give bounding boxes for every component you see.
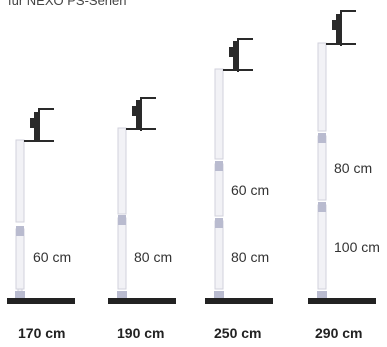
speaker-bracket-icon (326, 10, 356, 46)
speaker-bracket-icon (24, 108, 54, 142)
stand-170cm (7, 108, 75, 304)
extension-tube-60cm (15, 228, 25, 290)
extension-tube-80cm (214, 220, 224, 290)
speaker-bracket-icon (126, 97, 156, 131)
base-socket (317, 291, 327, 299)
stand-290cm (308, 10, 376, 304)
total-height-label: 190 cm (117, 325, 165, 341)
base-plate (7, 298, 75, 304)
base-plate (108, 298, 176, 304)
extension-tube-100cm (317, 204, 327, 290)
segment-label: 80 cm (334, 160, 373, 176)
tube-collar (318, 133, 326, 143)
upper-pole (214, 68, 224, 160)
tube-collar (118, 215, 126, 225)
header-caption: für NEXO PS-Serien (8, 0, 127, 8)
tube-collar (215, 218, 223, 228)
upper-pole (117, 127, 127, 215)
tube-collar (16, 226, 24, 236)
base-plate (205, 298, 273, 304)
base-socket (15, 291, 25, 299)
total-height-label: 250 cm (214, 325, 262, 341)
base-socket (117, 291, 127, 299)
upper-pole (317, 42, 327, 132)
segment-label: 100 cm (334, 239, 380, 255)
speaker-bracket-icon (223, 38, 253, 72)
extension-tube-60cm (214, 163, 224, 217)
base-socket (214, 291, 224, 299)
base-plate (308, 298, 376, 304)
total-height-label: 170 cm (18, 325, 66, 341)
extension-tube-80cm (317, 135, 327, 201)
segment-label: 80 cm (134, 249, 173, 265)
segment-label: 60 cm (33, 249, 72, 265)
upper-pole (15, 139, 25, 223)
stand-250cm (205, 38, 273, 304)
segment-label: 80 cm (231, 249, 270, 265)
segment-label: 60 cm (231, 182, 270, 198)
tube-collar (318, 202, 326, 212)
total-height-label: 290 cm (315, 325, 363, 341)
tube-collar (215, 161, 223, 171)
stand-190cm (108, 97, 176, 304)
extension-tube-80cm (117, 217, 127, 290)
